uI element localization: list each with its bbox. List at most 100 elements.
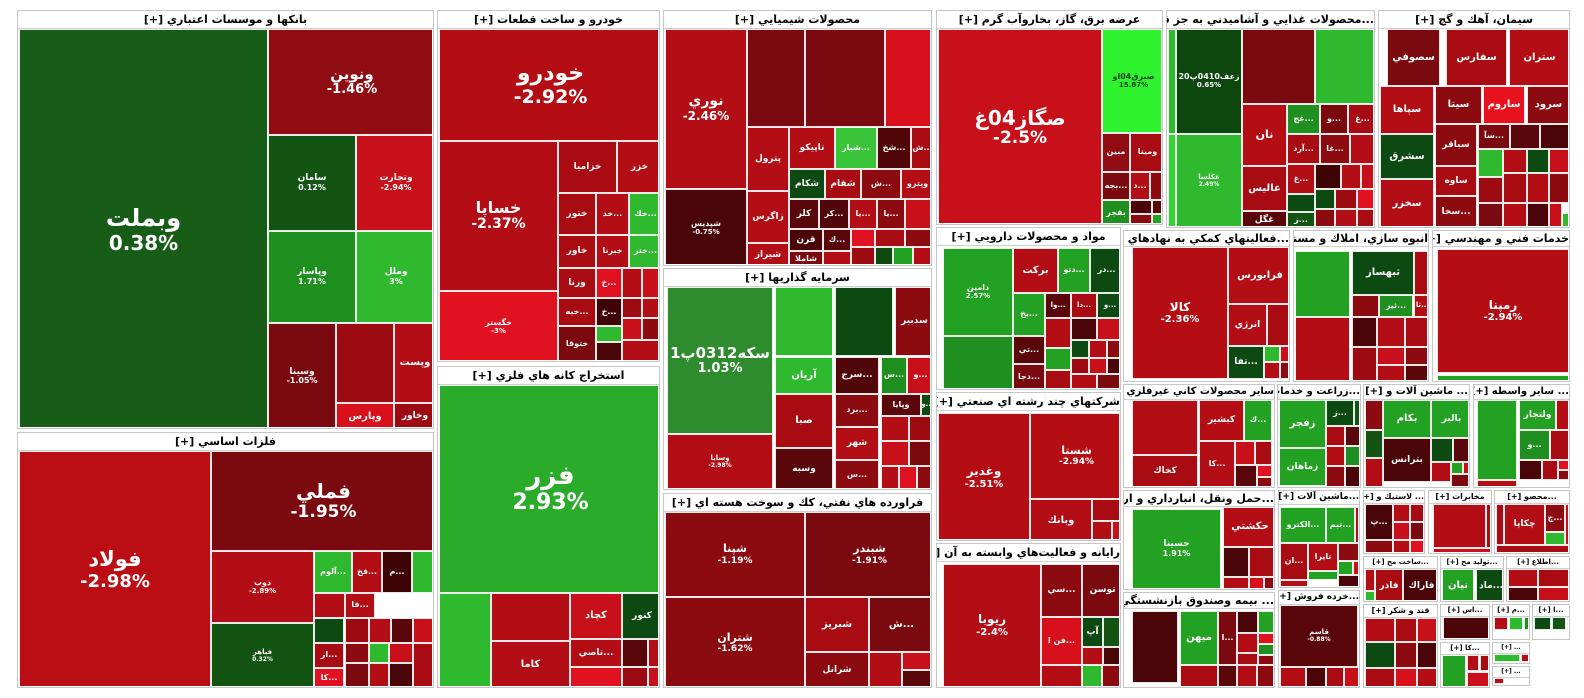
sector-header-power[interactable]: عرضه برق، گاز، بخاروآب گرم [+] xyxy=(937,11,1162,29)
stock-tile[interactable] xyxy=(412,551,432,593)
stock-tile[interactable]: وپترو xyxy=(901,169,930,199)
stock-tile[interactable] xyxy=(1082,647,1103,665)
stock-tile[interactable] xyxy=(1168,29,1176,134)
stock-tile[interactable]: ...ك xyxy=(823,229,851,251)
stock-tile[interactable] xyxy=(1071,374,1097,388)
stock-tile[interactable]: ونوين -1.46% xyxy=(268,29,432,135)
stock-tile[interactable]: ...آلوم xyxy=(314,551,352,593)
stock-tile[interactable]: وسينا -1.05% xyxy=(268,323,336,427)
stock-tile[interactable]: ...خك xyxy=(629,193,658,235)
stock-tile[interactable]: سيتا xyxy=(1435,86,1482,124)
stock-tile[interactable] xyxy=(622,318,642,340)
sector-header-tolid[interactable]: ...توليد مح [+] xyxy=(1441,557,1503,569)
stock-tile[interactable]: كبشير xyxy=(1199,400,1244,441)
sector-header-etela[interactable]: ...اطلاع [+] xyxy=(1507,557,1569,569)
stock-tile[interactable]: كلر xyxy=(789,199,819,229)
stock-tile[interactable]: ...سآ xyxy=(1478,124,1510,149)
stock-tile[interactable] xyxy=(1130,214,1152,223)
stock-tile[interactable]: ولتجار xyxy=(1519,400,1556,430)
sector-header-telecom[interactable]: مخابرات [+] xyxy=(1429,491,1491,504)
stock-tile[interactable] xyxy=(1365,540,1393,552)
sector-header-realestate[interactable]: انبوه سازي، املاك و مستغلات [+] xyxy=(1294,231,1428,247)
stock-tile[interactable] xyxy=(869,652,902,686)
stock-tile[interactable] xyxy=(1377,347,1405,365)
stock-tile[interactable] xyxy=(1223,547,1249,577)
stock-tile[interactable]: ...شبار xyxy=(835,127,877,169)
sector-header-intermediate[interactable]: ... سایر واسطه [+] xyxy=(1474,385,1569,400)
stock-tile[interactable] xyxy=(1521,654,1528,662)
stock-tile[interactable]: ...آرد xyxy=(1287,134,1320,164)
stock-tile[interactable] xyxy=(622,639,648,667)
stock-tile[interactable] xyxy=(1107,358,1119,374)
stock-tile[interactable]: خبرنا xyxy=(596,235,629,268)
stock-tile[interactable]: بفجر xyxy=(1102,200,1130,223)
stock-tile[interactable] xyxy=(1431,462,1451,482)
stock-tile[interactable] xyxy=(596,326,622,342)
stock-tile[interactable]: آريان xyxy=(775,357,833,394)
stock-tile[interactable] xyxy=(1405,365,1427,380)
stock-tile[interactable] xyxy=(1395,668,1417,686)
stock-tile[interactable]: ...ك xyxy=(1244,400,1272,441)
stock-tile[interactable] xyxy=(1249,577,1264,588)
stock-tile[interactable]: سفارس xyxy=(1446,29,1507,86)
sector-header-mining[interactable]: استخراج كانه هاي فلزي [+] xyxy=(438,367,659,385)
stock-tile[interactable]: حكشتي xyxy=(1223,507,1273,547)
stock-tile[interactable] xyxy=(1345,426,1359,446)
stock-tile[interactable]: ثبهساز xyxy=(1352,251,1414,295)
stock-tile[interactable]: ...ش xyxy=(911,127,930,169)
stock-tile[interactable]: غكلسا 2.49% xyxy=(1176,134,1242,226)
stock-tile[interactable]: زفجر xyxy=(1279,400,1326,448)
stock-tile[interactable]: انرژي xyxy=(1228,304,1267,346)
stock-tile[interactable]: ...ز xyxy=(1326,400,1354,426)
sector-header-sas[interactable]: ...اس [+] xyxy=(1441,605,1489,617)
stock-tile[interactable] xyxy=(648,639,658,667)
stock-tile[interactable] xyxy=(648,667,658,686)
stock-tile[interactable] xyxy=(1280,346,1288,362)
stock-tile[interactable] xyxy=(881,441,909,466)
stock-tile[interactable] xyxy=(622,667,648,686)
stock-tile[interactable]: صبا xyxy=(775,394,833,448)
stock-tile[interactable] xyxy=(851,229,875,247)
stock-tile[interactable] xyxy=(369,663,389,686)
stock-tile[interactable]: وبملت 0.38% xyxy=(19,29,268,427)
stock-tile[interactable]: نان xyxy=(1242,104,1287,166)
stock-tile[interactable] xyxy=(1549,203,1562,226)
stock-tile[interactable]: ...سرج xyxy=(835,357,879,394)
stock-tile[interactable]: ...يخ xyxy=(1013,293,1045,336)
stock-tile[interactable] xyxy=(1357,189,1373,209)
stock-tile[interactable]: ...در xyxy=(1090,248,1119,293)
stock-tile[interactable]: دامين 2.57% xyxy=(943,248,1013,336)
stock-tile[interactable]: مبين xyxy=(1102,133,1130,172)
stock-tile[interactable]: ...و xyxy=(907,357,930,394)
stock-tile[interactable] xyxy=(1355,507,1358,543)
sector-header-metals[interactable]: فلزات اساسي [+] xyxy=(18,433,433,451)
stock-tile[interactable] xyxy=(1477,400,1517,480)
stock-tile[interactable]: رمپنا -2.94% xyxy=(1437,249,1568,373)
stock-tile[interactable]: شبندر -1.91% xyxy=(805,512,930,597)
sector-header-mim[interactable]: ...م [+] xyxy=(1493,605,1529,617)
stock-tile[interactable] xyxy=(1478,149,1503,177)
stock-tile[interactable]: ...و xyxy=(921,394,930,416)
stock-tile[interactable]: شپنا -1.19% xyxy=(665,512,805,597)
stock-tile[interactable] xyxy=(314,593,345,618)
stock-tile[interactable] xyxy=(1264,346,1280,362)
stock-tile[interactable] xyxy=(1249,547,1273,577)
stock-tile[interactable] xyxy=(1567,617,1568,630)
stock-tile[interactable]: ...سي xyxy=(1041,564,1082,617)
stock-tile[interactable] xyxy=(1558,460,1568,470)
sector-header-pharma[interactable]: مواد و محصولات دارويي [+] xyxy=(937,228,1120,246)
stock-tile[interactable] xyxy=(1538,587,1568,600)
stock-tile[interactable] xyxy=(1478,203,1503,226)
stock-tile[interactable]: فولاد -2.98% xyxy=(19,451,211,686)
stock-tile[interactable]: وسايا -2.98% xyxy=(667,434,773,488)
stock-tile[interactable]: سكه0312پ1 1.03% xyxy=(667,287,773,434)
stock-tile[interactable]: ...كا xyxy=(314,668,344,686)
stock-tile[interactable] xyxy=(1496,504,1504,545)
stock-tile[interactable]: بكام xyxy=(1383,400,1431,438)
stock-tile[interactable] xyxy=(902,670,930,686)
stock-tile[interactable] xyxy=(1097,318,1119,340)
stock-tile[interactable]: ...ان xyxy=(1280,543,1308,580)
stock-tile[interactable] xyxy=(943,336,1013,388)
stock-tile[interactable] xyxy=(893,247,913,264)
stock-tile[interactable]: ...غج xyxy=(1287,104,1320,134)
